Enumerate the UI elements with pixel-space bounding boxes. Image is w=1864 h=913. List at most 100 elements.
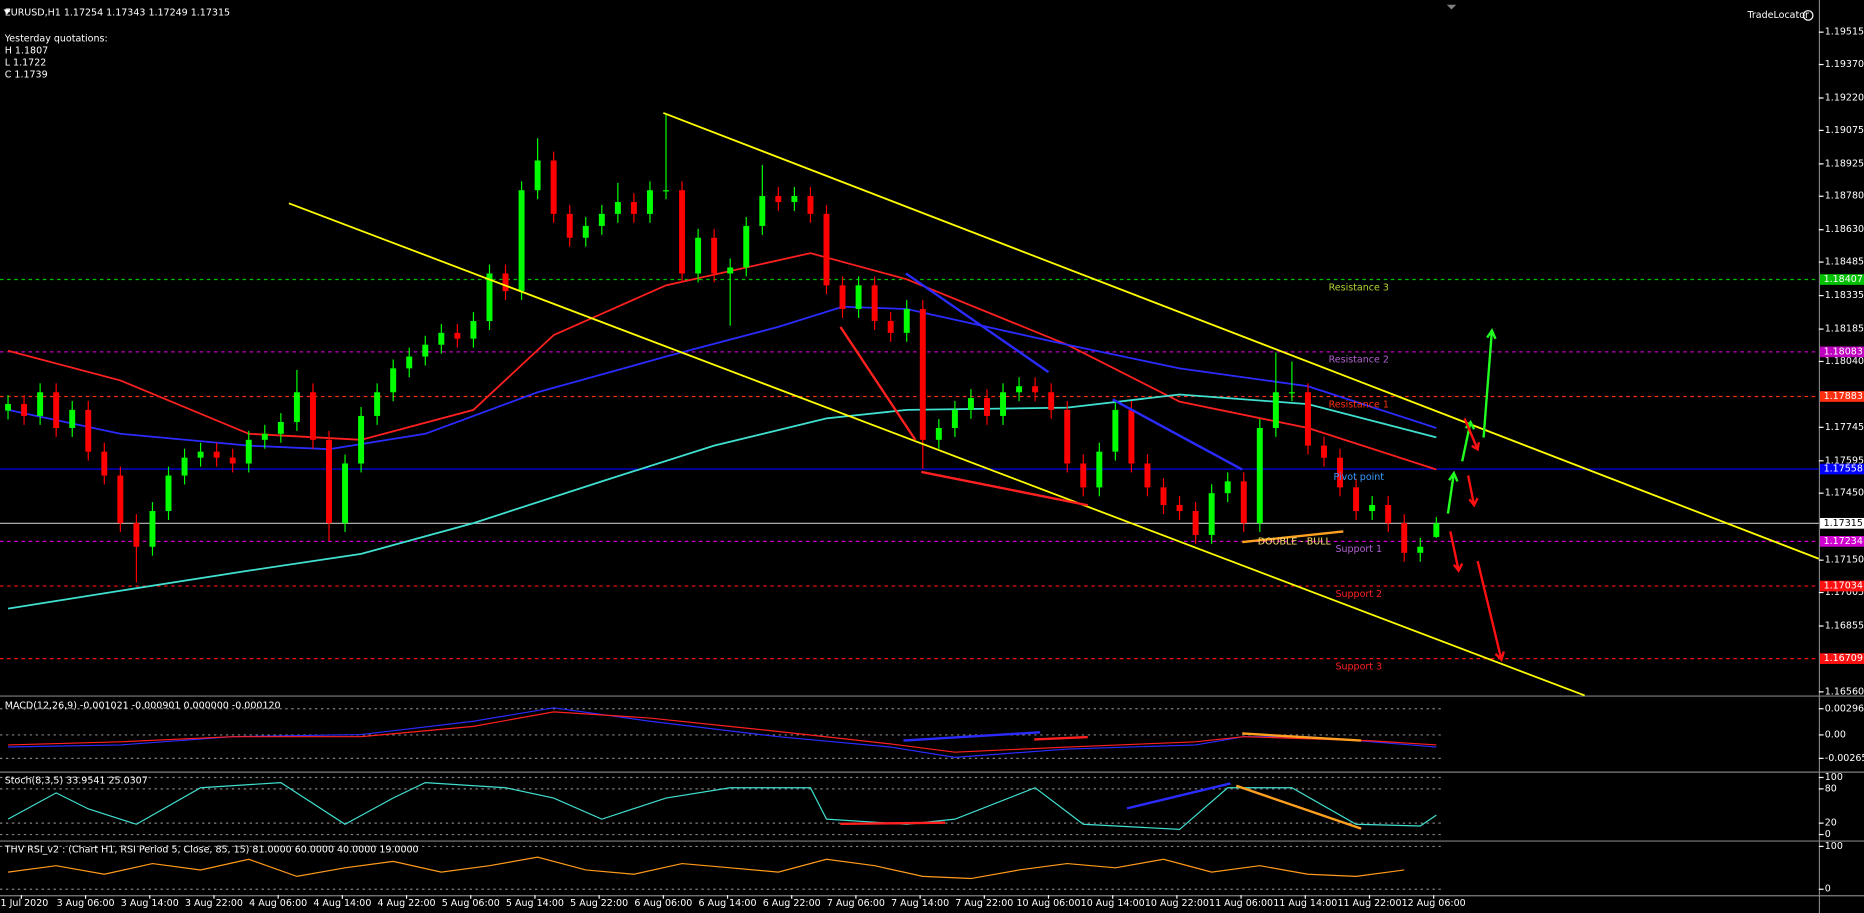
candle-body [293,392,300,422]
candle-body [438,332,445,345]
candle-body [1128,409,1135,464]
level-box [1820,580,1864,592]
trend-line [288,202,1585,697]
y-tick-label: 1.19515 [1825,27,1864,38]
trend-line [903,731,1041,742]
candle-body [1369,505,1376,512]
level-price: 1.17883 [1824,391,1863,402]
level-price: 1.16709 [1824,653,1863,664]
candle-body [1433,523,1440,537]
candle-body [309,392,316,440]
trend-line [1242,530,1344,544]
candle-body [1016,386,1023,393]
candle-body [390,368,397,393]
quote: L 1.1722 [5,58,47,69]
quote: C 1.1739 [5,69,48,80]
scroll-marker [1446,4,1457,10]
y-tick-label: 100 [1825,841,1843,852]
x-tick-label: 10 Aug 06:00 [1016,898,1080,909]
arrow-down [1476,560,1505,663]
candle-body [374,392,381,416]
candle-body [133,523,140,547]
indicator-line [7,305,1437,451]
candle-body [855,285,862,309]
trend-line [1034,735,1088,741]
x-tick-label: 31 Jul 2020 [0,898,48,909]
x-tick-label: 5 Aug 14:00 [506,898,564,909]
arrow-down [1463,417,1481,452]
y-tick-label: 1.19075 [1825,125,1864,136]
y-tick-label: 1.18335 [1825,290,1864,301]
candle-body [903,308,910,333]
x-tick-label: 5 Aug 06:00 [442,898,500,909]
candle-body [1208,493,1215,535]
trend-line [839,326,917,441]
y-tick-label: 1.18780 [1825,191,1864,202]
candle-body [1192,511,1199,535]
level-name: Support 1 [1335,544,1382,555]
current-price-box [1820,517,1864,529]
candle-body [1080,463,1087,488]
y-tick-label: 1.18485 [1825,257,1864,268]
candle-body [37,392,44,416]
candle-body [807,196,814,214]
candle-body [245,439,252,464]
x-tick-label: 7 Aug 22:00 [955,898,1013,909]
y-tick-label: 1.17450 [1825,488,1864,499]
candle-body [1401,523,1408,553]
candle-body [1272,392,1279,428]
level-price: 1.17234 [1824,536,1863,547]
candle-body [261,433,268,440]
x-tick-label: 7 Aug 14:00 [891,898,949,909]
candle-body [695,237,702,274]
y-tick-label: 0.002961 [1825,703,1864,714]
candle-body [1337,457,1344,488]
candle-body [165,475,172,512]
y-tick-label: 20 [1825,818,1837,829]
candle-body [630,202,637,214]
candle-body [1385,505,1392,524]
candle-body [1240,481,1247,524]
arrow-down [1466,475,1479,508]
candle-body [1176,505,1183,512]
level-box [1820,274,1864,285]
candle-body [1000,392,1007,416]
candle-body [149,511,156,547]
candle-body [1064,409,1071,464]
candle-body [534,160,541,191]
candle-body [1144,463,1151,488]
y-tick-label: 100 [1825,772,1843,783]
level-name: Pivot point [1333,472,1384,483]
x-tick-label: 4 Aug 14:00 [313,898,371,909]
candle-body [181,457,188,476]
trend-line [663,112,1820,560]
current-price-label: 1.17315 [1824,518,1863,529]
level-price: 1.18407 [1824,274,1863,285]
y-tick-label: 80 [1825,783,1837,794]
x-tick-label: 6 Aug 06:00 [634,898,692,909]
trend-line [1126,782,1231,810]
level-box [1820,653,1864,664]
y-tick-label: 1.18630 [1825,224,1864,235]
y-tick-label: 1.18185 [1825,324,1864,335]
level-name: Resistance 1 [1329,399,1389,410]
candle-body [743,225,750,268]
candle-body [871,285,878,322]
level-name: Support 3 [1335,661,1382,672]
candle-body [358,415,365,464]
y-tick-label: 1.19370 [1825,59,1864,70]
candle-body [984,398,990,416]
x-tick-label: 4 Aug 06:00 [249,898,307,909]
level-box [1820,463,1864,475]
x-tick-label: 3 Aug 22:00 [185,898,243,909]
level-name: Support 2 [1335,589,1382,600]
candle-body [775,196,782,203]
candle-body [229,457,236,464]
candle-body [422,344,429,357]
candle-body [1032,386,1039,393]
level-box [1820,391,1864,402]
x-tick-label: 7 Aug 06:00 [827,898,885,909]
indicator-line [7,782,1437,831]
